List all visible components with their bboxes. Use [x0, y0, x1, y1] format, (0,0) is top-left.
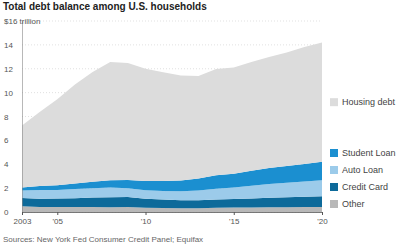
x-tick-label: '20: [317, 217, 328, 226]
legend-swatch: [330, 183, 338, 191]
x-tick-mark: [146, 212, 147, 215]
y-tick-label: $16 trillion: [4, 17, 40, 26]
x-tick-mark: [22, 212, 23, 215]
y-tick-label: 8: [4, 113, 9, 122]
areas: [22, 42, 322, 212]
legend-swatch: [330, 200, 338, 208]
legend-label: Other: [342, 199, 365, 209]
y-tick: 4: [4, 160, 22, 169]
x-tick-label: 2003: [14, 217, 32, 226]
legend: Housing debt Student Loan Auto Loan Credit …: [330, 97, 396, 209]
y-tick-label: 4: [4, 160, 9, 169]
x-tick: '15: [229, 212, 240, 226]
x-tick-label: '05: [53, 217, 64, 226]
x-tick: 2003: [14, 212, 32, 226]
legend-label: Student Loan: [342, 148, 396, 158]
x-axis: 2003 '05 '10 '15 '20: [14, 212, 329, 226]
grid: [22, 21, 322, 212]
y-tick: 14: [4, 41, 22, 50]
area: [22, 42, 322, 187]
y-tick: 10: [4, 89, 22, 98]
y-tick-label: 12: [4, 65, 13, 74]
y-tick: 2: [4, 184, 22, 193]
x-axis-line: [23, 213, 323, 216]
legend-swatch: [330, 98, 338, 106]
x-tick-label: '15: [229, 217, 240, 226]
y-tick: 8: [4, 113, 22, 122]
y-axis: 0 2 4 6 8 10 12 14 $16 trillion: [4, 17, 40, 217]
y-tick-label: 0: [4, 208, 9, 217]
y-tick: 6: [4, 136, 22, 145]
y-tick-label: 6: [4, 136, 9, 145]
x-tick: '05: [53, 212, 64, 226]
x-tick: '20: [317, 212, 328, 226]
legend-label: Housing debt: [342, 97, 396, 107]
legend-swatch: [330, 166, 338, 174]
legend-swatch: [330, 149, 338, 157]
y-axis-line: [22, 22, 23, 213]
title: Total debt balance among U.S. households: [3, 1, 207, 12]
source: Sources: New York Fed Consumer Credit Pa…: [3, 235, 203, 244]
y-tick-label: 14: [4, 41, 13, 50]
legend-label: Credit Card: [342, 182, 388, 192]
x-tick-mark: [57, 212, 58, 215]
chart: Total debt balance among U.S. households…: [0, 0, 410, 248]
y-tick-label: 2: [4, 184, 9, 193]
y-tick-label: 10: [4, 89, 13, 98]
y-tick: $16 trillion: [4, 17, 40, 26]
x-tick-mark: [234, 212, 235, 215]
grid-line: [22, 21, 322, 22]
legend-label: Auto Loan: [342, 165, 383, 175]
grid-line: [22, 44, 322, 45]
y-tick: 12: [4, 65, 22, 74]
x-tick: '10: [141, 212, 152, 226]
x-tick-mark: [322, 212, 323, 215]
x-tick-label: '10: [141, 217, 152, 226]
